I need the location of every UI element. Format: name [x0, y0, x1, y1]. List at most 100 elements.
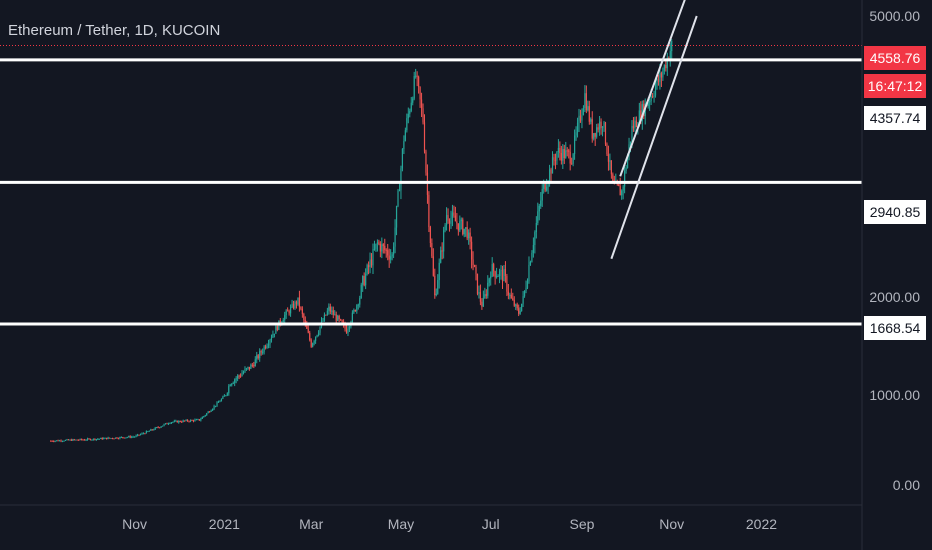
x-tick-label: 2022: [746, 516, 777, 532]
time-axis[interactable]: Nov 2021 Mar May Jul Sep Nov 2022: [122, 516, 777, 532]
channel-upper-line[interactable]: [619, 0, 688, 177]
candle: [329, 303, 331, 315]
candle: [120, 436, 122, 439]
candle: [516, 302, 518, 311]
candle: [217, 400, 220, 403]
candle: [264, 344, 267, 350]
candle: [273, 333, 276, 338]
candle: [135, 434, 137, 438]
candle: [409, 108, 411, 118]
candle: [481, 298, 483, 310]
candle: [406, 113, 408, 133]
candle: [541, 183, 543, 207]
candle: [188, 420, 190, 423]
candle: [566, 147, 568, 157]
candle: [148, 430, 150, 432]
candle: [214, 405, 217, 408]
candle: [462, 217, 464, 236]
candle: [237, 374, 239, 382]
candle: [416, 71, 418, 87]
candle: [136, 433, 139, 437]
candle: [365, 268, 367, 290]
candle: [303, 312, 305, 324]
candle: [75, 439, 77, 441]
candle: [51, 440, 53, 442]
candle: [254, 356, 256, 367]
candle: [204, 414, 206, 417]
candle: [657, 74, 660, 86]
candle: [407, 107, 409, 124]
candle: [315, 336, 317, 344]
candle: [493, 262, 495, 277]
candle: [72, 438, 74, 441]
candle: [415, 68, 417, 79]
candle: [634, 116, 636, 132]
candle: [294, 300, 296, 310]
candle: [671, 39, 673, 61]
candle: [345, 325, 348, 334]
candle: [119, 436, 121, 440]
candle: [388, 248, 390, 268]
candle: [216, 401, 218, 407]
candle: [509, 292, 511, 300]
candle: [297, 297, 299, 306]
candle: [351, 310, 353, 325]
candle: [560, 145, 562, 165]
x-tick-label: May: [388, 516, 414, 532]
channel-lower-line[interactable]: [610, 15, 698, 260]
candle: [334, 310, 336, 316]
candle: [410, 96, 412, 113]
x-tick-label: Mar: [299, 516, 323, 532]
candle: [404, 127, 406, 142]
candle: [525, 280, 527, 294]
candle: [372, 243, 374, 274]
candle: [76, 439, 78, 441]
x-tick-label: Sep: [569, 516, 594, 532]
candle: [429, 225, 431, 248]
candle: [390, 249, 392, 264]
candle: [422, 103, 424, 125]
candle: [61, 440, 64, 443]
candle: [450, 210, 452, 229]
candle: [63, 440, 65, 442]
candle: [444, 223, 446, 233]
candle: [478, 285, 480, 299]
candle: [394, 219, 396, 254]
x-tick-label: 2021: [209, 516, 240, 532]
candle: [97, 438, 99, 440]
candle: [284, 311, 286, 324]
candle: [599, 116, 601, 136]
candle: [669, 42, 671, 67]
candle: [491, 257, 493, 278]
candle: [128, 435, 130, 438]
candle: [91, 439, 93, 441]
candle: [581, 108, 583, 129]
candle: [562, 144, 564, 169]
candle: [122, 436, 124, 439]
candle: [438, 258, 440, 289]
candle: [469, 227, 471, 250]
candle: [263, 345, 265, 355]
candle: [129, 435, 131, 439]
candle: [600, 118, 602, 135]
candle: [551, 151, 554, 174]
candle: [573, 129, 576, 160]
candle: [666, 52, 668, 76]
candle: [150, 428, 152, 431]
candle: [219, 400, 221, 403]
candle: [576, 117, 579, 138]
candle: [348, 325, 351, 332]
candle: [200, 417, 202, 422]
candle: [185, 419, 187, 422]
candle: [440, 246, 442, 264]
price-axis[interactable]: 5000.00 2000.00 1000.00 0.00: [869, 8, 920, 493]
candle: [250, 363, 252, 370]
candle: [147, 430, 149, 433]
x-tick-label: Nov: [659, 516, 684, 532]
candle: [385, 248, 387, 258]
candle: [182, 419, 184, 423]
candle: [141, 432, 143, 435]
candle: [612, 172, 614, 183]
candle: [653, 90, 655, 103]
